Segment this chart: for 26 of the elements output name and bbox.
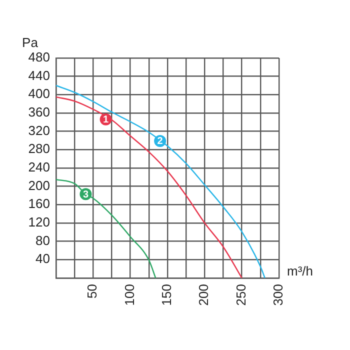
x-tick-label: 100	[122, 284, 137, 306]
x-tick-label: 50	[84, 284, 100, 298]
x-tick-label: 300	[270, 284, 286, 306]
x-axis-title: m³/h	[287, 264, 313, 279]
line-series	[56, 178, 156, 278]
y-tick-label: 120	[28, 214, 50, 230]
y-tick-label: 400	[28, 86, 50, 102]
x-tick-label: 150	[159, 284, 174, 306]
y-axis-title: Pa	[22, 35, 39, 50]
y-tick-label: 320	[28, 122, 50, 138]
y-tick-label: 240	[28, 160, 50, 175]
y-tick-label: 440	[28, 68, 50, 83]
y-tick-label: 40	[36, 251, 50, 266]
y-tick-label: 280	[28, 141, 50, 156]
annotation: 1	[103, 114, 110, 126]
annotation: 2	[157, 136, 164, 148]
line-series	[56, 96, 242, 278]
x-tick-label: 250	[233, 284, 248, 306]
y-tick-label: 480	[28, 50, 50, 65]
y-tick-label: 80	[36, 232, 50, 248]
line-series	[56, 84, 266, 278]
y-tick-label: 200	[28, 178, 50, 193]
y-tick-label: 160	[28, 196, 50, 212]
annotation: 3	[82, 189, 89, 200]
x-tick-label: 200	[196, 284, 212, 306]
y-tick-label: 360	[28, 104, 50, 120]
